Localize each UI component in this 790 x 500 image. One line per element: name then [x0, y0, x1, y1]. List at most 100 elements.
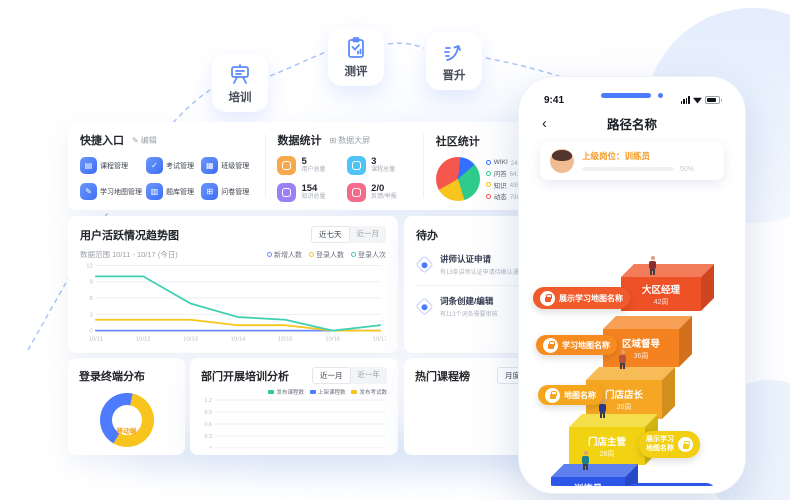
quick-entry-item[interactable]: ✎ 学习地图管理 [80, 183, 142, 200]
quick-entry-item[interactable]: ▥ 题库管理 [146, 183, 197, 200]
map-pill[interactable]: 学习地图名称 [536, 335, 617, 355]
trend-legend-item: 登录人次 [351, 250, 386, 260]
lock-icon [543, 337, 558, 353]
date-range-label: 数据范围 10/11 - 10/17 (今日) [80, 250, 178, 259]
step-top-face [621, 264, 714, 277]
pill-label: 展示学习地图名称 [559, 293, 623, 303]
stat-item: 2/0 反馈/举报 [347, 183, 411, 202]
step-side-face [679, 316, 692, 367]
svg-text:0.6: 0.6 [204, 422, 212, 428]
svg-text:1.2: 1.2 [204, 398, 212, 404]
knowledge-stat-icon [277, 183, 297, 202]
map-pill[interactable]: 训练营学习地图50% [626, 483, 717, 486]
quick-entry-item[interactable]: ✓ 考试管理 [146, 157, 197, 174]
quick-entry-item[interactable]: ▦ 班级管理 [201, 157, 252, 174]
hot-courses-title: 热门课程榜 [415, 370, 470, 383]
svg-text:10/14: 10/14 [231, 336, 246, 342]
phone-screen: 9:41 ‹ 路径名称 上级岗位：训练员 50% [526, 84, 738, 486]
svg-text:12: 12 [86, 263, 93, 269]
todo-badge-icon [415, 297, 434, 316]
toggle-year[interactable]: 近一年 [357, 370, 381, 379]
step-top-face [586, 367, 675, 380]
status-bar: 9:41 [526, 92, 738, 108]
map-pill[interactable]: 展示学习地图名称 [639, 431, 700, 458]
map-pill[interactable]: 展示学习地图名称 [533, 287, 630, 309]
flow-label: 测评 [344, 65, 368, 78]
quick-entry-item[interactable]: ⊞ 问卷管理 [201, 183, 252, 200]
flow-node-assessment[interactable]: 测评 [328, 28, 384, 86]
donut-hole [111, 405, 142, 435]
survey-icon: ⊞ [201, 183, 219, 200]
position-label: 上级岗位：训练员 [582, 150, 651, 161]
battery-icon [705, 96, 722, 104]
courses-stat-icon [347, 156, 367, 175]
step-role: 训练员 [574, 481, 603, 486]
overview-card: 快捷入口 ✎ 编辑 ▤ 课程管理 ✓ 考试管理 ▦ 班级管理 ✎ 学习地图管理 ▥… [68, 122, 568, 210]
back-icon[interactable]: ‹ [542, 115, 547, 132]
toggle-7days[interactable]: 近七天 [311, 226, 350, 243]
pencil-icon: ✎ [132, 135, 139, 145]
step-side-face [701, 264, 714, 311]
lock-icon [545, 387, 560, 403]
progress-bar [582, 167, 674, 171]
dept-bar-chart: 1.2 0.9 0.6 0.3 0 [204, 398, 385, 452]
exam-icon: ✓ [146, 157, 163, 174]
dept-legend-item: 发布课程数 [268, 388, 304, 396]
stat-item: 154 知识总量 [277, 183, 341, 202]
trend-legend-item: 新增人数 [267, 250, 302, 260]
flow-label: 培训 [228, 91, 252, 104]
position-card[interactable]: 上级岗位：训练员 50% [540, 142, 724, 180]
flow-node-training[interactable]: 培训 [212, 54, 268, 112]
dept-legend: 发布课程数 上架课程数 发布考试数 [201, 388, 387, 396]
svg-text:3: 3 [90, 312, 94, 318]
trend-title: 用户活跃情况趋势图 [80, 229, 179, 242]
svg-text:10/15: 10/15 [278, 336, 293, 342]
camera-icon [658, 93, 663, 98]
class-icon: ▦ [201, 157, 219, 174]
person-figure [648, 256, 657, 275]
divider [264, 134, 266, 198]
quick-entry-grid: ▤ 课程管理 ✓ 考试管理 ▦ 班级管理 ✎ 学习地图管理 ▥ 题库管理 ⊞ 问… [80, 157, 253, 200]
person-figure [618, 350, 627, 369]
quick-entry-title: 快捷入口 [80, 135, 124, 147]
wifi-icon [693, 97, 702, 104]
step-front-face: 训练员24周 [551, 477, 625, 486]
signal-icon [680, 96, 690, 104]
todo-title: 待办 [416, 230, 438, 242]
quick-entry-item[interactable]: ▤ 课程管理 [80, 157, 142, 174]
toggle-month[interactable]: 近一月 [312, 367, 351, 384]
login-terminal-donut: 移动端 [99, 393, 154, 447]
avatar [550, 149, 574, 173]
svg-text:9: 9 [90, 280, 93, 286]
stat-item: 3 课程总量 [347, 156, 411, 175]
edit-link[interactable]: ✎ 编辑 [132, 135, 157, 145]
svg-text:0.3: 0.3 [204, 434, 212, 440]
trend-legend: 新增人数 登录人数 登录人次 [267, 250, 386, 260]
career-step[interactable]: 训练员24周 [551, 477, 625, 486]
donut-center-label: 移动端 [116, 428, 137, 435]
svg-text:10/11: 10/11 [89, 336, 103, 342]
dept-analysis-card: 部门开展培训分析 近一月 近一年 发布课程数 上架课程数 发布考试数 1.2 0.9 0… [190, 358, 398, 455]
users-stat-icon [277, 156, 297, 175]
flow-node-promotion[interactable]: 晋升 [426, 32, 482, 90]
data-screen-link[interactable]: ⊞ 数据大屏 [329, 135, 371, 145]
svg-text:10/16: 10/16 [325, 336, 340, 342]
todo-badge-icon [415, 255, 434, 274]
svg-text:0: 0 [90, 329, 94, 335]
dept-legend-item: 发布考试数 [351, 388, 387, 396]
phone-mockup: 9:41 ‹ 路径名称 上级岗位：训练员 50% [518, 76, 746, 494]
lock-icon [678, 437, 693, 452]
svg-text:10/13: 10/13 [183, 336, 198, 342]
question-bank-icon: ▥ [146, 183, 163, 200]
map-pill[interactable]: 地图名称 [538, 385, 603, 405]
step-weeks: 20周 [616, 404, 632, 411]
learning-map-icon: ✎ [80, 183, 97, 200]
login-terminal-title: 登录终端分布 [79, 371, 145, 383]
svg-text:0.9: 0.9 [204, 410, 212, 416]
toggle-1month[interactable]: 近一月 [356, 229, 380, 238]
dept-legend-item: 上架课程数 [309, 388, 345, 396]
data-stats-title: 数据统计 [277, 135, 322, 147]
svg-text:0: 0 [209, 446, 212, 448]
career-step[interactable]: 大区经理 42周 [621, 277, 701, 311]
